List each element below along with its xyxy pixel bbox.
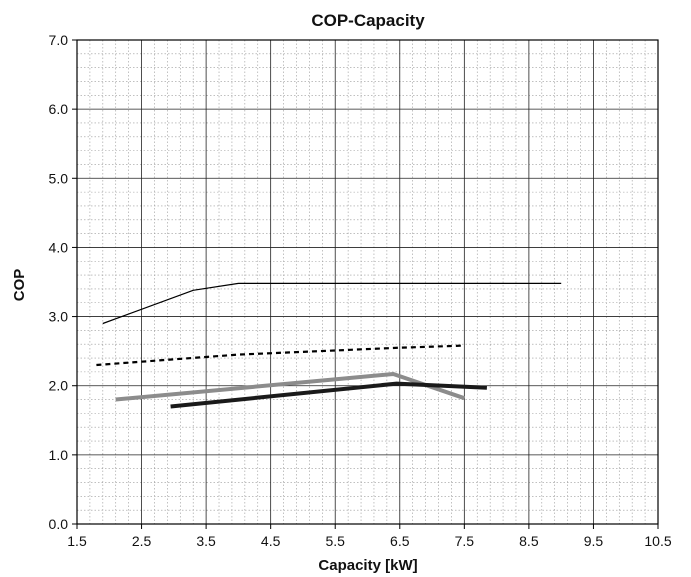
x-tick-label: 10.5 [644,533,671,549]
x-tick-label: 2.5 [132,533,152,549]
x-tick-label: 3.5 [196,533,216,549]
series-layer [96,282,562,409]
y-tick-label: 3.0 [49,309,69,325]
y-tick-labels: 0.0 1.0 2.0 3.0 4.0 5.0 6.0 7.0 [49,32,69,532]
y-tick-label: 4.0 [49,239,69,255]
y-tick-label: 5.0 [49,170,69,186]
x-tick-label: 9.5 [584,533,604,549]
y-tick-label: 0.0 [49,516,69,532]
x-tick-label: 8.5 [519,533,539,549]
y-tick-label: 2.0 [49,378,69,394]
y-tick-label: 6.0 [49,101,69,117]
y-tick-label: 1.0 [49,447,69,463]
series-line-thin-solid [102,282,562,325]
y-axis-label: COP [11,269,28,302]
x-tick-label: 7.5 [455,533,475,549]
plot-frame [76,39,659,525]
x-tick-labels: 1.5 2.5 3.5 4.5 5.5 6.5 7.5 8.5 9.5 10.5 [67,533,672,549]
series-line-dashed [96,344,465,367]
x-tick-label: 5.5 [325,533,345,549]
x-tick-label: 4.5 [261,533,281,549]
major-grid [72,39,659,529]
x-axis-label: Capacity [kW] [318,557,417,574]
series-line-thick-black [170,381,487,409]
y-tick-label: 7.0 [49,32,69,48]
series-line-thick-gray [115,372,465,402]
x-tick-label: 6.5 [390,533,410,549]
chart-title: COP-Capacity [311,11,425,30]
minor-grid [77,40,658,524]
x-tick-label: 1.5 [67,533,87,549]
